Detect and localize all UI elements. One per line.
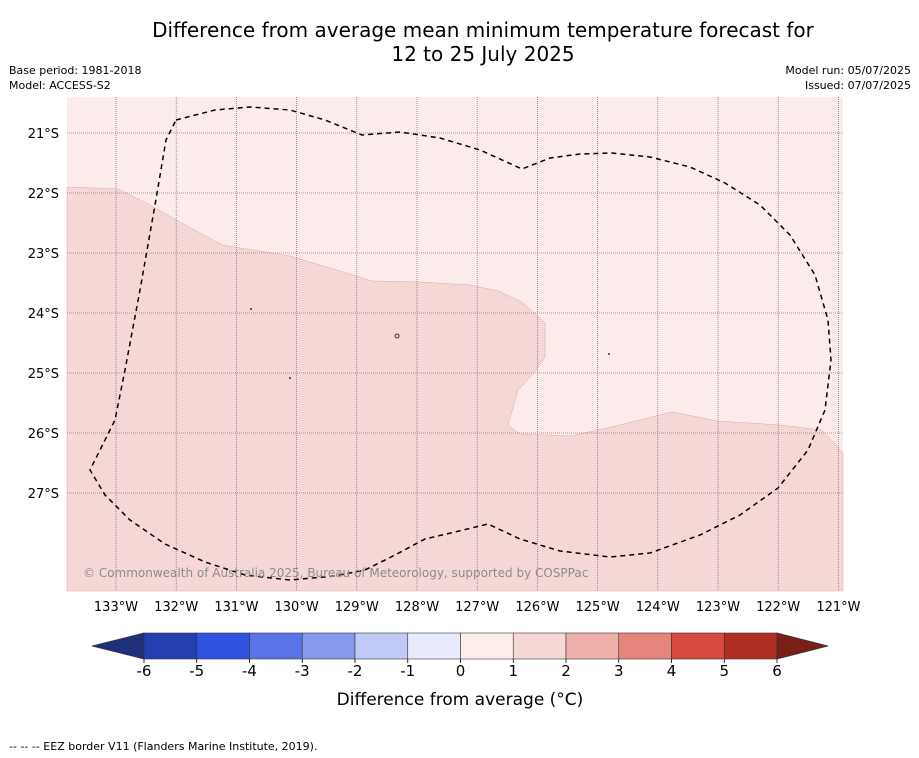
colorbar-tick-label: 6	[772, 662, 782, 680]
colorbar-tick-label: -6	[137, 662, 152, 680]
lon-label: 129°W	[335, 600, 379, 615]
metadata-right: Model run: 05/07/2025 Issued: 07/07/2025	[785, 63, 911, 93]
colorbar-cell	[249, 632, 303, 660]
colorbar-cell	[354, 632, 409, 660]
colorbar-tick-label: -5	[189, 662, 204, 680]
colorbar-cell	[671, 632, 725, 660]
issued-text: Issued: 07/07/2025	[804, 79, 911, 92]
eez-border	[89, 106, 832, 581]
lon-label: 127°W	[455, 600, 499, 615]
colorbar-ticks: -6 -5 -4 -3 -2 -1 0 1 2 3 4 5 6	[137, 659, 782, 680]
title-line-1: Difference from average mean minimum tem…	[152, 18, 814, 42]
copyright-text: © Commonwealth of Australia 2025, Bureau…	[83, 566, 588, 580]
lon-label: 123°W	[696, 600, 740, 615]
colorbar-label: Difference from average (°C)	[337, 690, 584, 710]
colorbar-tick-label: 1	[508, 662, 518, 680]
base-period-text: Base period: 1981-2018	[9, 64, 142, 77]
colorbar-under-arrow	[91, 632, 145, 660]
colorbar-tick-label: 5	[719, 662, 729, 680]
lat-label: 24°S	[28, 307, 59, 322]
colorbar: -6 -5 -4 -3 -2 -1 0 1 2 3 4 5 6 Difference from aver…	[91, 632, 829, 710]
lat-label: 21°S	[28, 127, 59, 142]
model-run-text: Model run: 05/07/2025	[785, 64, 911, 77]
colorbar-tick-label: -2	[348, 662, 363, 680]
footnote: -- -- -- EEZ border V11 (Flanders Marine…	[9, 740, 318, 753]
model-text: Model: ACCESS-S2	[9, 79, 111, 92]
lon-label: 128°W	[395, 600, 439, 615]
lat-label: 23°S	[28, 247, 59, 262]
lon-label: 125°W	[576, 600, 620, 615]
colorbar-cells	[143, 632, 778, 660]
title-line-2: 12 to 25 July 2025	[391, 42, 575, 66]
colorbar-tick-label: -1	[400, 662, 415, 680]
lon-label: 126°W	[515, 600, 559, 615]
lon-label: 133°W	[94, 600, 138, 615]
lat-label: 25°S	[28, 367, 59, 382]
colorbar-cell	[565, 632, 620, 660]
colorbar-tick-label: 3	[614, 662, 624, 680]
lon-label: 121°W	[816, 600, 860, 615]
longitude-labels: 133°W 132°W 131°W 130°W 129°W 128°W 127°W 126°W…	[94, 600, 861, 615]
colorbar-over-arrow	[776, 632, 829, 660]
colorbar-tick-label: 2	[561, 662, 571, 680]
colorbar-cell	[407, 632, 461, 660]
map-gridlines	[67, 97, 843, 591]
lon-label: 132°W	[154, 600, 198, 615]
colorbar-cell	[460, 632, 514, 660]
colorbar-tick-label: -4	[242, 662, 257, 680]
colorbar-tick-label: 0	[456, 662, 466, 680]
anomaly-region-1-to-2	[66, 186, 844, 592]
colorbar-tick-label: 4	[667, 662, 677, 680]
colorbar-tick-label: -3	[295, 662, 310, 680]
island-markers	[250, 308, 610, 379]
lon-label: 131°W	[214, 600, 258, 615]
latitude-labels: 21°S 22°S 23°S 24°S 25°S 26°S 27°S	[28, 127, 59, 502]
metadata-left: Base period: 1981-2018 Model: ACCESS-S2	[9, 63, 141, 93]
map-title: Difference from average mean minimum tem…	[0, 18, 919, 66]
map-panel: © Commonwealth of Australia 2025, Bureau…	[66, 97, 844, 592]
lat-label: 27°S	[28, 487, 59, 502]
colorbar-cell	[618, 632, 672, 660]
lon-label: 130°W	[275, 600, 319, 615]
colorbar-cell	[512, 632, 567, 660]
colorbar-cell	[196, 632, 250, 660]
colorbar-cell	[723, 632, 778, 660]
colorbar-cell	[143, 632, 198, 660]
lon-label: 124°W	[636, 600, 680, 615]
lat-label: 26°S	[28, 427, 59, 442]
lat-label: 22°S	[28, 187, 59, 202]
colorbar-cell	[301, 632, 356, 660]
lon-label: 122°W	[756, 600, 800, 615]
